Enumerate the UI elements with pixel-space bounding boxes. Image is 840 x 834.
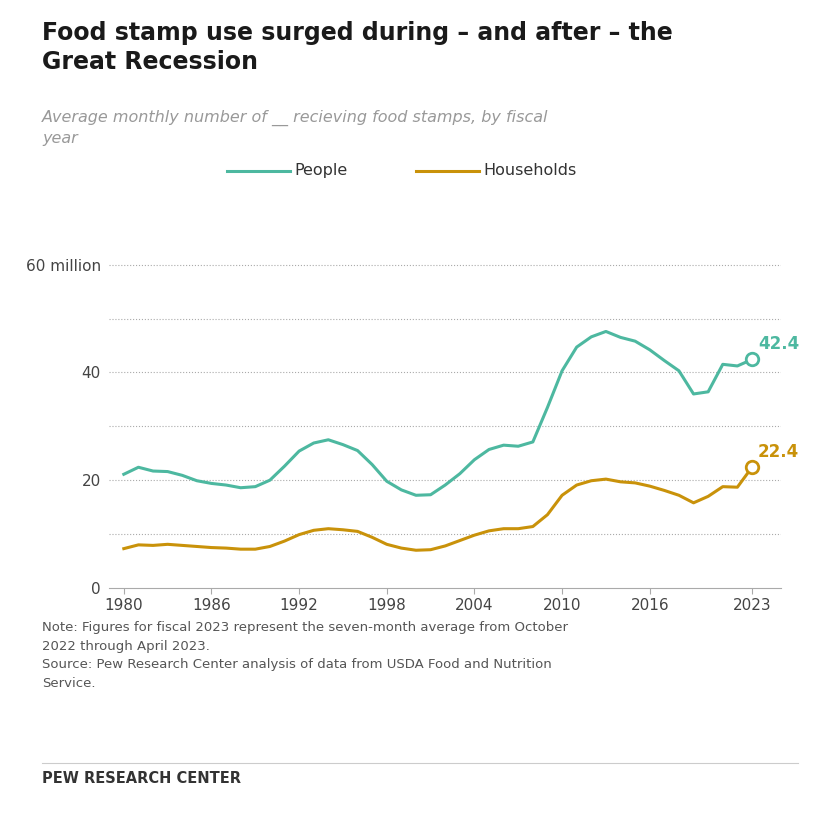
Text: People: People <box>294 163 347 178</box>
Text: PEW RESEARCH CENTER: PEW RESEARCH CENTER <box>42 771 241 786</box>
Text: 22.4: 22.4 <box>758 443 799 461</box>
Text: Food stamp use surged during – and after – the
Great Recession: Food stamp use surged during – and after… <box>42 21 673 73</box>
Text: Average monthly number of __ recieving food stamps, by fiscal
year: Average monthly number of __ recieving f… <box>42 110 549 146</box>
Text: 42.4: 42.4 <box>758 335 799 353</box>
Text: Note: Figures for fiscal 2023 represent the seven-month average from October
202: Note: Figures for fiscal 2023 represent … <box>42 621 568 690</box>
Text: Households: Households <box>483 163 576 178</box>
